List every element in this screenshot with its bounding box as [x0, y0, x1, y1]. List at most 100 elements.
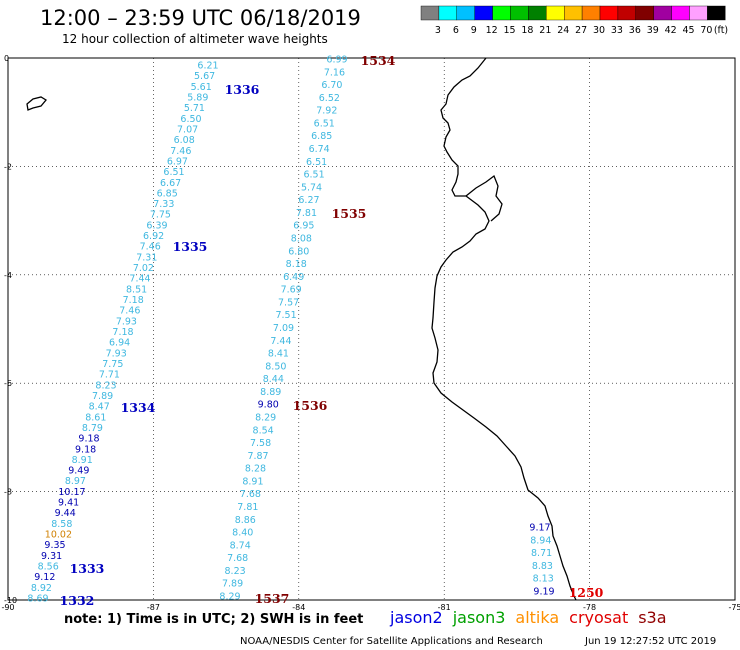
- map-tick-labels: -90 -87 -84 -81 -78 -75 0 -2 -4 -6 -8 -10: [1, 54, 740, 612]
- wave-height-label: 6.95: [293, 221, 314, 232]
- wave-height-label: 9.49: [68, 466, 89, 477]
- colorbar-label: 70: [700, 25, 712, 36]
- satellite-legend-item: cryosat: [569, 608, 629, 627]
- lon-tick-label: -78: [583, 603, 596, 612]
- satellite-legend-item: jason3: [452, 608, 506, 627]
- wave-height-label: 6.74: [309, 144, 330, 155]
- colorbar-label: 18: [521, 25, 533, 36]
- wave-height-label: 9.18: [75, 444, 96, 455]
- wave-height-label: 8.61: [85, 412, 106, 423]
- colorbar-label: 24: [557, 25, 569, 36]
- pass-label: 1250: [569, 585, 604, 600]
- wave-height-label: 8.58: [51, 519, 72, 530]
- wave-height-label: 8.56: [38, 562, 59, 573]
- colorbar-label: 33: [611, 25, 623, 36]
- wave-height-label: 8.29: [219, 592, 240, 603]
- wave-height-label: 7.87: [247, 451, 268, 462]
- wave-height-label: 8.08: [291, 234, 312, 245]
- lon-tick-label: -90: [1, 603, 14, 612]
- wave-height-label: 8.50: [265, 361, 286, 372]
- wave-height-label: 6.70: [321, 80, 342, 91]
- note-text: note: 1) Time is in UTC; 2) SWH is in fe…: [64, 612, 364, 627]
- wave-height-label: 8.13: [533, 574, 554, 585]
- lat-tick-label: -2: [4, 162, 12, 171]
- wave-height-label: 8.83: [532, 561, 553, 572]
- page-title: 12:00 – 23:59 UTC 06/18/2019: [40, 6, 361, 30]
- wave-height-label: 8.51: [126, 284, 147, 295]
- satellite-legend: jason2 jason3 altika cryosat s3a: [390, 608, 677, 627]
- lat-tick-label: -4: [4, 271, 12, 280]
- wave-height-label: 7.75: [102, 359, 123, 370]
- gulf-coast-path: [465, 174, 503, 222]
- wave-height-label: 7.71: [99, 370, 120, 381]
- wave-height-label: 9.41: [58, 498, 79, 509]
- wave-height-label: 7.33: [153, 199, 174, 210]
- wave-height-label: 7.46: [140, 242, 161, 253]
- lon-tick-label: -81: [438, 603, 451, 612]
- colorbar-label: 9: [471, 25, 477, 36]
- wave-height-label: 8.89: [260, 387, 281, 398]
- wave-height-label: 6.85: [311, 131, 332, 142]
- pass-label: 1332: [60, 593, 95, 608]
- wave-height-label: 8.69: [27, 594, 48, 605]
- wave-height-label: 7.44: [129, 274, 150, 285]
- footer-credit: NOAA/NESDIS Center for Satellite Applica…: [240, 636, 543, 647]
- wave-height-label: 7.92: [316, 106, 337, 117]
- lat-tick-label: -10: [4, 596, 17, 605]
- wave-height-label: 7.81: [237, 502, 258, 513]
- wave-height-label: 6.80: [288, 246, 309, 257]
- wave-height-label: 7.57: [278, 297, 299, 308]
- wave-height-label: 8.92: [31, 583, 52, 594]
- wave-height-label: 8.29: [255, 413, 276, 424]
- island-shape: [26, 96, 47, 111]
- wave-height-label: 6.97: [167, 156, 188, 167]
- wave-height-label: 5.61: [191, 82, 212, 93]
- wave-height-label: 7.89: [222, 579, 243, 590]
- colorbar-unit: (ft): [714, 25, 728, 36]
- wave-height-label: 7.44: [270, 336, 291, 347]
- wave-height-label: 7.69: [281, 285, 302, 296]
- colorbar-label: 6: [453, 25, 459, 36]
- wave-height-label: 8.23: [95, 380, 116, 391]
- pass-label: 1536: [293, 398, 328, 413]
- wave-height-label: 8.28: [245, 464, 266, 475]
- wave-height-labels: 6.215.675.615.895.716.507.076.087.466.97…: [27, 55, 554, 605]
- wave-height-label: 7.68: [227, 553, 248, 564]
- wave-height-label: 5.89: [187, 92, 208, 103]
- colorbar-label: 39: [647, 25, 659, 36]
- lon-tick-label: -87: [147, 603, 160, 612]
- wave-height-label: 8.91: [72, 455, 93, 466]
- lon-tick-label: -75: [728, 603, 740, 612]
- wave-height-label: 8.79: [82, 423, 103, 434]
- colorbar-label: 27: [575, 25, 587, 36]
- colorbar-label: 21: [539, 25, 551, 36]
- wave-height-label: 6.51: [314, 118, 335, 129]
- wave-height-label: 7.18: [112, 327, 133, 338]
- wave-height-label: 7.58: [250, 438, 271, 449]
- colorbar-swatch: [707, 5, 726, 21]
- wave-height-label: 6.67: [160, 178, 181, 189]
- wave-height-label: 8.71: [531, 548, 552, 559]
- pass-label: 1335: [173, 239, 208, 254]
- wave-height-label: 9.19: [533, 587, 554, 598]
- wave-height-label: 9.17: [529, 523, 550, 534]
- wave-height-label: 9.80: [258, 400, 279, 411]
- page-subtitle: 12 hour collection of altimeter wave hei…: [62, 32, 328, 46]
- wave-height-label: 7.93: [116, 316, 137, 327]
- wave-height-label: 7.51: [275, 310, 296, 321]
- wave-height-label: 8.94: [530, 535, 551, 546]
- colorbar-label: 3: [435, 25, 441, 36]
- wave-height-label: 6.51: [306, 157, 327, 168]
- wave-height-label: 6.51: [163, 167, 184, 178]
- lon-tick-label: -84: [292, 603, 305, 612]
- wave-height-label: 8.86: [235, 515, 256, 526]
- wave-height-label: 8.40: [232, 528, 253, 539]
- pass-label: 1336: [225, 82, 260, 97]
- wave-height-label: 6.08: [174, 135, 195, 146]
- colorbar-label: 15: [504, 25, 516, 36]
- footer-timestamp: Jun 19 12:27:52 UTC 2019: [585, 636, 717, 647]
- wave-height-label: 6.94: [109, 338, 130, 349]
- wave-height-label: 5.74: [301, 182, 322, 193]
- wave-height-label: 6.21: [197, 61, 218, 72]
- wave-height-label: 7.93: [106, 348, 127, 359]
